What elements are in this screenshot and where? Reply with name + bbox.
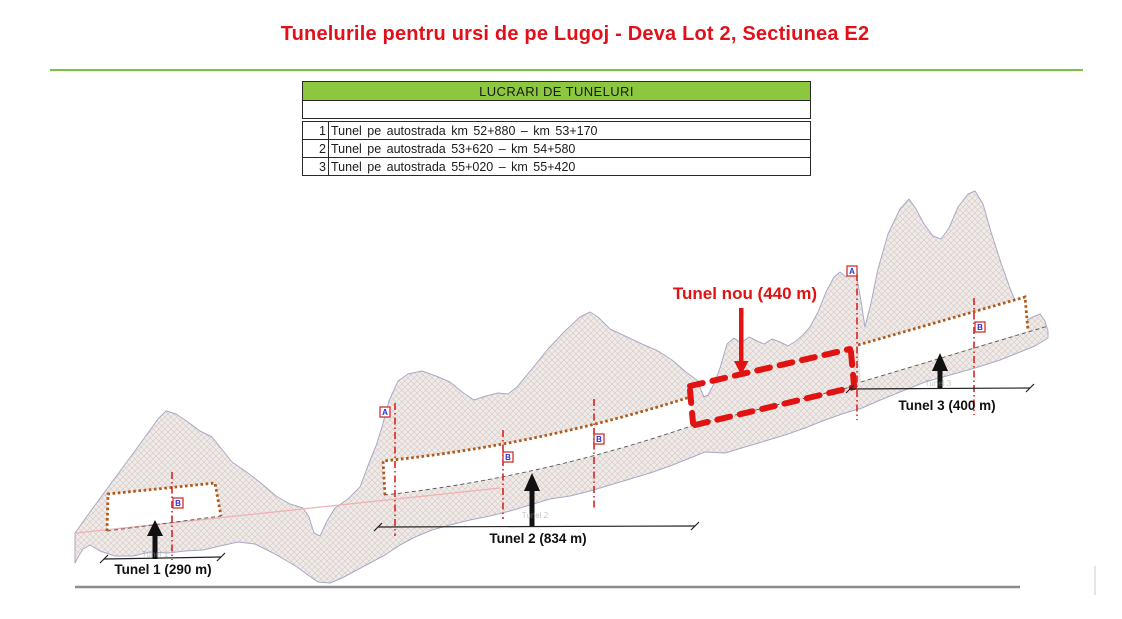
tunnel-1-label: Tunel 1 (290 m) — [114, 562, 211, 577]
faint-labels: Tunel 1 Tunel 2 Tunel 3 — [142, 379, 952, 559]
table-empty-cell — [302, 100, 811, 119]
table-empty-row — [302, 100, 811, 119]
table-body-block: 1 Tunel pe autostrada km 52+880 – km 53+… — [302, 121, 811, 176]
tunnel-3-arrow — [932, 353, 948, 388]
row-text: Tunel pe autostrada 53+620 – km 54+580 — [328, 139, 811, 158]
svg-text:A: A — [382, 408, 388, 417]
table-row: 2 Tunel pe autostrada 53+620 – km 54+580 — [302, 139, 811, 158]
row-text: Tunel pe autostrada 55+020 – km 55+420 — [328, 157, 811, 176]
new-tunnel-arrow — [734, 308, 749, 375]
svg-text:B: B — [596, 435, 602, 444]
tunnel-outlines-brown — [105, 295, 1030, 532]
new-tunnel-label: Tunel nou (440 m) — [673, 284, 817, 303]
section-lines-red — [171, 274, 975, 560]
title-underline-rule — [50, 69, 1083, 71]
portal-markers: B A B B A B — [172, 265, 986, 509]
tunnel-pointer-arrows — [147, 353, 948, 559]
page-title: Tunelurile pentru ursi de pe Lugoj - Dev… — [280, 23, 870, 45]
tunnel-3-band — [858, 297, 1028, 382]
tunnel-works-table: LUCRARI DE TUNELURI 1 Tunel pe autostrad… — [302, 81, 811, 176]
tunnel-1-arrow — [147, 520, 163, 559]
tunnel-2-band — [383, 397, 694, 495]
tunnel-2-label: Tunel 2 (834 m) — [489, 531, 586, 546]
alignment-line-pink — [75, 487, 501, 534]
row-number: 2 — [302, 139, 329, 158]
marker-b-tunnel2-mid: B — [502, 451, 514, 463]
marker-a-tunnel3: A — [846, 265, 858, 277]
svg-text:Tunel 3: Tunel 3 — [925, 379, 952, 388]
svg-text:B: B — [505, 453, 511, 462]
dimension-lines — [99, 383, 1035, 564]
table-row: 1 Tunel pe autostrada km 52+880 – km 53+… — [302, 121, 811, 140]
terrain-silhouette — [74, 190, 1049, 584]
row-number: 1 — [302, 121, 329, 140]
table-header-block: LUCRARI DE TUNELURI — [302, 81, 811, 119]
tunnel-3-label: Tunel 3 (400 m) — [898, 398, 995, 413]
svg-text:B: B — [977, 323, 983, 332]
tunnel-2-arrow — [524, 473, 540, 526]
table-row: 3 Tunel pe autostrada 55+020 – km 55+420 — [302, 157, 811, 176]
marker-a-tunnel2: A — [379, 406, 391, 418]
new-tunnel-dashed-outline — [687, 346, 857, 428]
svg-text:Tunel 2: Tunel 2 — [522, 511, 549, 520]
row-text: Tunel pe autostrada km 52+880 – km 53+17… — [328, 121, 811, 140]
marker-b-tunnel3: B — [974, 321, 986, 333]
svg-text:A: A — [849, 267, 855, 276]
grade-dashed-lines — [106, 325, 1049, 532]
marker-b-tunnel2: B — [593, 433, 605, 445]
tunnel-1-band — [107, 483, 221, 531]
new-tunnel-callout: Tunel nou (440 m) — [673, 284, 817, 375]
svg-text:Tunel 1: Tunel 1 — [142, 550, 169, 559]
svg-text:B: B — [175, 499, 181, 508]
marker-b-tunnel1: B — [172, 497, 184, 509]
